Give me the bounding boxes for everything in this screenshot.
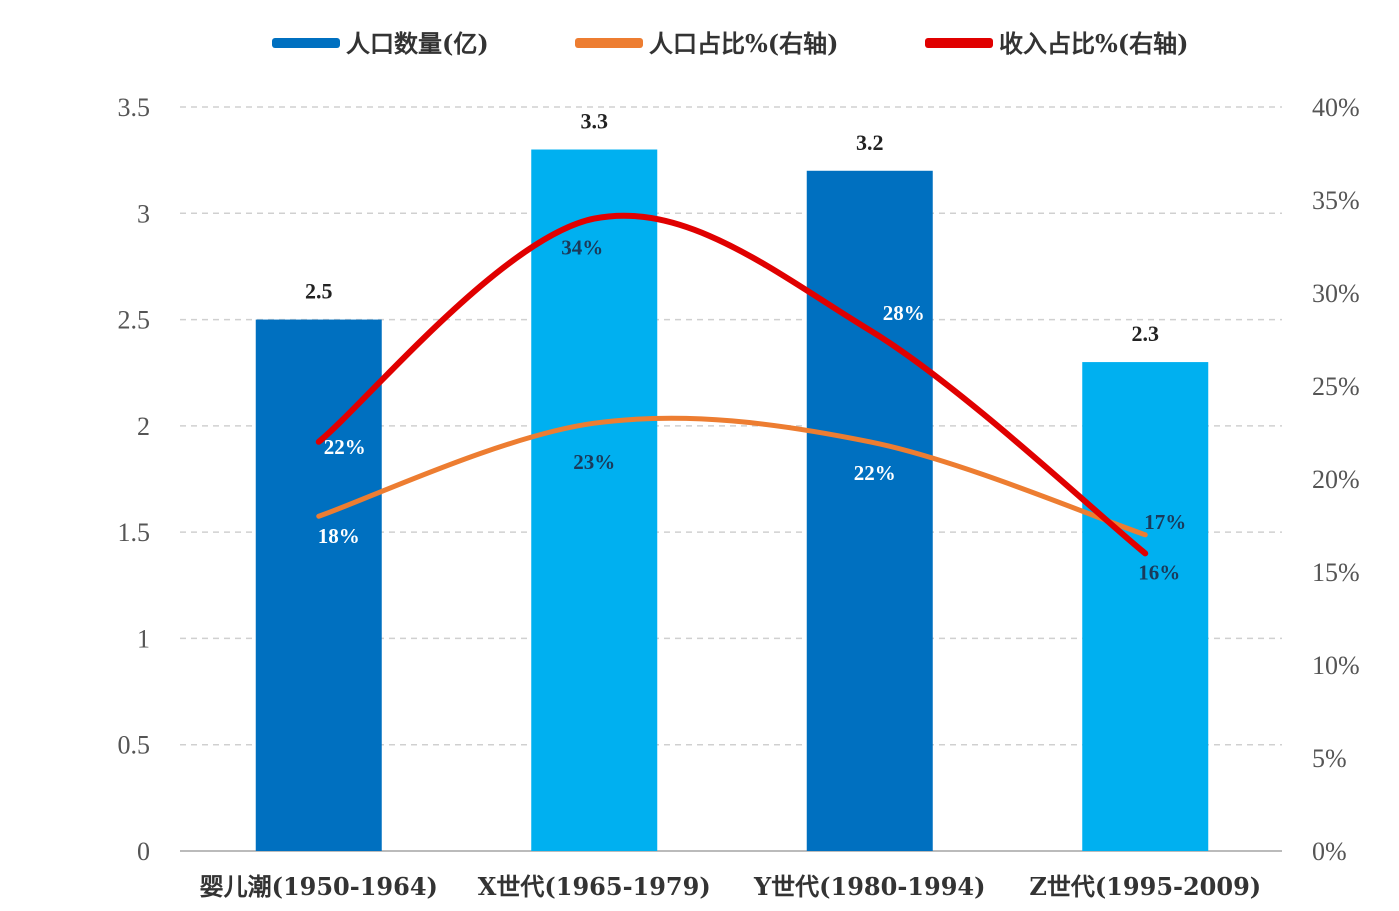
bar	[806, 170, 933, 851]
left-axis-tick: 0	[137, 837, 150, 866]
point-label: 28%	[883, 301, 925, 325]
legend-swatch	[575, 38, 643, 48]
left-axis-tick: 1.5	[118, 518, 151, 547]
bar	[531, 149, 658, 851]
right-axis-tick: 25%	[1312, 372, 1360, 401]
point-label: 22%	[324, 435, 366, 459]
category-label: Z世代(1995-2009)	[1029, 872, 1261, 901]
left-axis-tick: 3	[137, 199, 150, 228]
legend-label: 人口占比%(右轴)	[649, 29, 839, 58]
category-label: Y世代(1980-1994)	[753, 872, 985, 901]
left-axis-tick: 3.5	[118, 93, 151, 122]
legend-label: 收入占比%(右轴)	[999, 29, 1189, 58]
point-label: 16%	[1138, 560, 1180, 584]
bar-value-label: 2.5	[305, 279, 333, 304]
left-axis-tick: 1	[137, 624, 150, 653]
point-label: 18%	[318, 524, 360, 548]
right-axis-tick: 35%	[1312, 186, 1360, 215]
bar-value-label: 2.3	[1132, 321, 1160, 346]
right-axis-tick: 10%	[1312, 651, 1360, 680]
bar	[255, 319, 382, 852]
population-share-line	[316, 415, 1148, 538]
left-axis-tick: 2	[137, 412, 150, 441]
income-share-line	[315, 212, 1149, 557]
right-axis-tick: 20%	[1312, 465, 1360, 494]
right-axis-tick: 15%	[1312, 558, 1360, 587]
bar-value-label: 3.3	[581, 109, 609, 134]
left-axis-tick: 0.5	[118, 731, 151, 760]
point-label: 17%	[1144, 510, 1186, 534]
category-label: 婴儿潮(1950-1964)	[200, 872, 438, 901]
left-axis-tick: 2.5	[118, 306, 151, 335]
bar	[1082, 362, 1209, 851]
right-axis-tick: 0%	[1312, 837, 1347, 866]
legend-label: 人口数量(亿)	[346, 29, 489, 58]
point-label: 23%	[573, 450, 615, 474]
bar-value-label: 3.2	[856, 130, 884, 155]
right-axis-tick: 30%	[1312, 279, 1360, 308]
right-axis-tick: 40%	[1312, 93, 1360, 122]
legend-swatch	[925, 38, 993, 48]
right-axis-tick: 5%	[1312, 744, 1347, 773]
point-label: 22%	[854, 461, 896, 485]
legend-swatch	[272, 38, 340, 48]
point-label: 34%	[561, 236, 603, 260]
category-label: X世代(1965-1979)	[478, 872, 711, 901]
